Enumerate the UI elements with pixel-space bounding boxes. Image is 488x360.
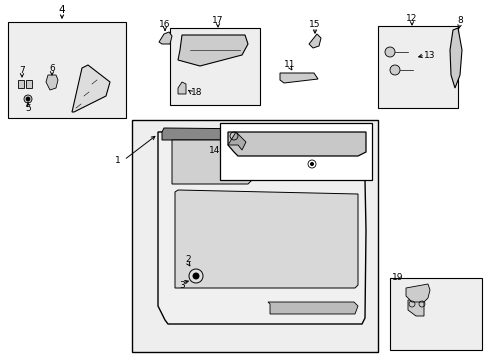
Text: 16: 16 [159, 19, 170, 28]
Polygon shape [405, 284, 429, 302]
Polygon shape [267, 302, 357, 314]
Text: 1: 1 [115, 156, 121, 165]
Polygon shape [162, 128, 362, 140]
Text: 19: 19 [391, 274, 403, 283]
Text: 4: 4 [59, 5, 65, 15]
Circle shape [384, 47, 394, 57]
Polygon shape [18, 80, 24, 88]
Polygon shape [158, 128, 365, 324]
Text: 12: 12 [406, 14, 417, 23]
Polygon shape [72, 65, 110, 112]
Text: 11: 11 [284, 59, 295, 68]
Text: 7: 7 [19, 66, 25, 75]
Polygon shape [227, 132, 365, 156]
Text: 9: 9 [224, 150, 230, 159]
Polygon shape [227, 132, 245, 150]
Circle shape [193, 273, 199, 279]
Text: 5: 5 [25, 104, 31, 112]
Text: 2: 2 [185, 256, 190, 265]
Bar [220, 123, 371, 180]
Polygon shape [172, 140, 251, 184]
Bar [132, 120, 377, 352]
Text: 14: 14 [209, 145, 220, 154]
Bar [8, 22, 126, 118]
Text: 8: 8 [456, 15, 462, 24]
Text: 6: 6 [49, 63, 55, 72]
Text: 17: 17 [212, 15, 224, 24]
Bar [377, 26, 457, 108]
Text: 18: 18 [191, 87, 203, 96]
Polygon shape [280, 73, 317, 83]
Polygon shape [175, 190, 357, 288]
Polygon shape [26, 80, 32, 88]
Circle shape [389, 65, 399, 75]
Circle shape [310, 162, 313, 166]
Circle shape [189, 269, 203, 283]
Polygon shape [46, 75, 58, 90]
Text: 3: 3 [179, 282, 184, 291]
Polygon shape [178, 82, 185, 94]
Polygon shape [159, 32, 172, 44]
Text: 10: 10 [324, 156, 335, 165]
Circle shape [24, 95, 32, 103]
Polygon shape [449, 28, 461, 88]
Polygon shape [178, 35, 247, 66]
Circle shape [26, 97, 30, 101]
Text: 15: 15 [308, 19, 320, 28]
Polygon shape [308, 34, 320, 48]
Bar [170, 28, 260, 105]
Bar [389, 278, 481, 350]
Text: 13: 13 [424, 50, 435, 59]
Polygon shape [407, 300, 423, 316]
